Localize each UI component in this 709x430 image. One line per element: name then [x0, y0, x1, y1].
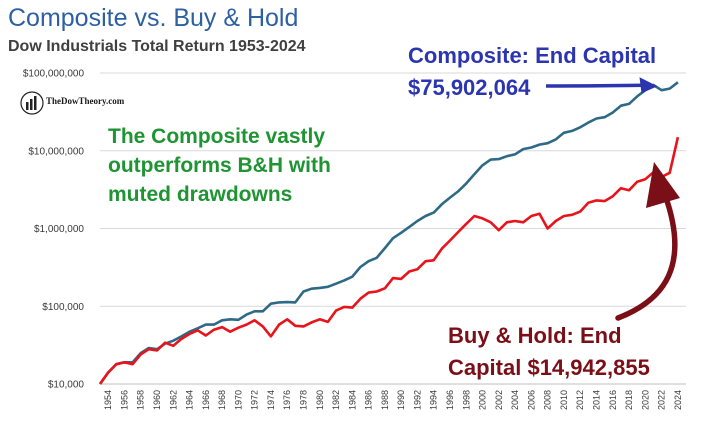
annotation-arrows — [545, 77, 680, 321]
x-tick-label: 1988 — [380, 390, 390, 410]
x-tick-label: 1962 — [168, 390, 178, 410]
y-tick-label: $100,000 — [42, 302, 84, 313]
x-tick-label: 2024 — [673, 390, 683, 410]
x-tick-label: 1964 — [185, 390, 195, 410]
x-tick-label: 2014 — [591, 390, 601, 410]
x-tick-label: 1958 — [136, 390, 146, 410]
x-tick-label: 2016 — [608, 390, 618, 410]
x-tick-label: 1998 — [461, 390, 471, 410]
grid-lines — [100, 72, 686, 385]
x-tick-label: 2006 — [526, 390, 536, 410]
x-tick-label: 1992 — [412, 390, 422, 410]
x-tick-label: 1956 — [119, 390, 129, 410]
x-tick-label: 2000 — [478, 390, 488, 410]
annotation-composite-end: Composite: End Capital $75,902,064 — [408, 40, 708, 104]
buyhold-line — [98, 136, 680, 385]
chart-subtitle: Dow Industrials Total Return 1953-2024 — [8, 38, 306, 55]
y-tick-label: $10,000,000 — [28, 146, 84, 157]
series-lines — [98, 81, 680, 385]
x-tick-label: 1972 — [250, 390, 260, 410]
x-tick-label: 1986 — [364, 390, 374, 410]
annotation-composite-line2: $75,902,064 — [408, 75, 531, 100]
x-tick-label: 1976 — [282, 390, 292, 410]
x-tick-label: 1968 — [217, 390, 227, 410]
composite-arrow-shaft — [545, 83, 644, 88]
x-tick-label: 1960 — [152, 390, 162, 410]
y-tick-label: $10,000 — [48, 380, 85, 391]
y-tick-label: $1,000,000 — [34, 224, 84, 235]
x-tick-label: 2008 — [543, 390, 553, 410]
composite-line — [98, 81, 679, 385]
x-tick-label: 1984 — [347, 390, 357, 410]
x-tick-label: 2012 — [575, 390, 585, 410]
x-tick-label: 1978 — [298, 390, 308, 410]
thedowtheory-logo: TheDowTheory.com — [20, 90, 142, 118]
x-tick-label: 2022 — [657, 390, 667, 410]
buyhold-arrow-shaft — [615, 192, 678, 321]
x-tick-label: 1996 — [445, 390, 455, 410]
x-tick-label: 1970 — [233, 390, 243, 410]
annotation-outperforms-line3: muted drawdowns — [108, 183, 293, 206]
annotation-composite-line1: Composite: End Capital — [408, 43, 657, 68]
composite-arrow-head — [639, 77, 658, 94]
buyhold-arrow-head — [646, 162, 680, 208]
x-axis-labels: 1954 1956 1958 1960 1962 1964 1966 1968 1970 1972… — [103, 390, 683, 410]
x-tick-label: 1954 — [103, 390, 113, 410]
logo-text: TheDowTheory.com — [46, 96, 125, 106]
logo-bars-icon — [20, 91, 44, 115]
annotation-outperforms-line2: outperforms B&H with — [108, 154, 331, 177]
x-tick-label: 1980 — [315, 390, 325, 410]
x-tick-label: 1994 — [429, 390, 439, 410]
annotation-outperforms-line1: The Composite vastly — [108, 125, 326, 148]
x-tick-label: 1966 — [201, 390, 211, 410]
annotation-buyhold-line2: Capital $14,942,855 — [448, 355, 650, 380]
x-tick-label: 2020 — [640, 390, 650, 410]
x-tick-label: 2002 — [494, 390, 504, 410]
x-tick-label: 2018 — [624, 390, 634, 410]
x-tick-label: 2004 — [510, 390, 520, 410]
y-axis-labels: $10,000 $100,000 $1,000,000 $10,000,000 $100… — [23, 69, 85, 391]
chart-title: Composite vs. Buy & Hold — [8, 4, 299, 32]
x-tick-label: 1974 — [266, 390, 276, 410]
x-tick-label: 2010 — [559, 390, 569, 410]
y-tick-label: $100,000,000 — [23, 69, 85, 80]
x-tick-label: 1982 — [331, 390, 341, 410]
annotation-buyhold-end: Buy & Hold: End Capital $14,942,855 — [448, 320, 708, 384]
annotation-outperforms: The Composite vastly outperforms B&H wit… — [108, 122, 398, 209]
x-tick-label: 1990 — [396, 390, 406, 410]
annotation-buyhold-line1: Buy & Hold: End — [448, 323, 622, 348]
